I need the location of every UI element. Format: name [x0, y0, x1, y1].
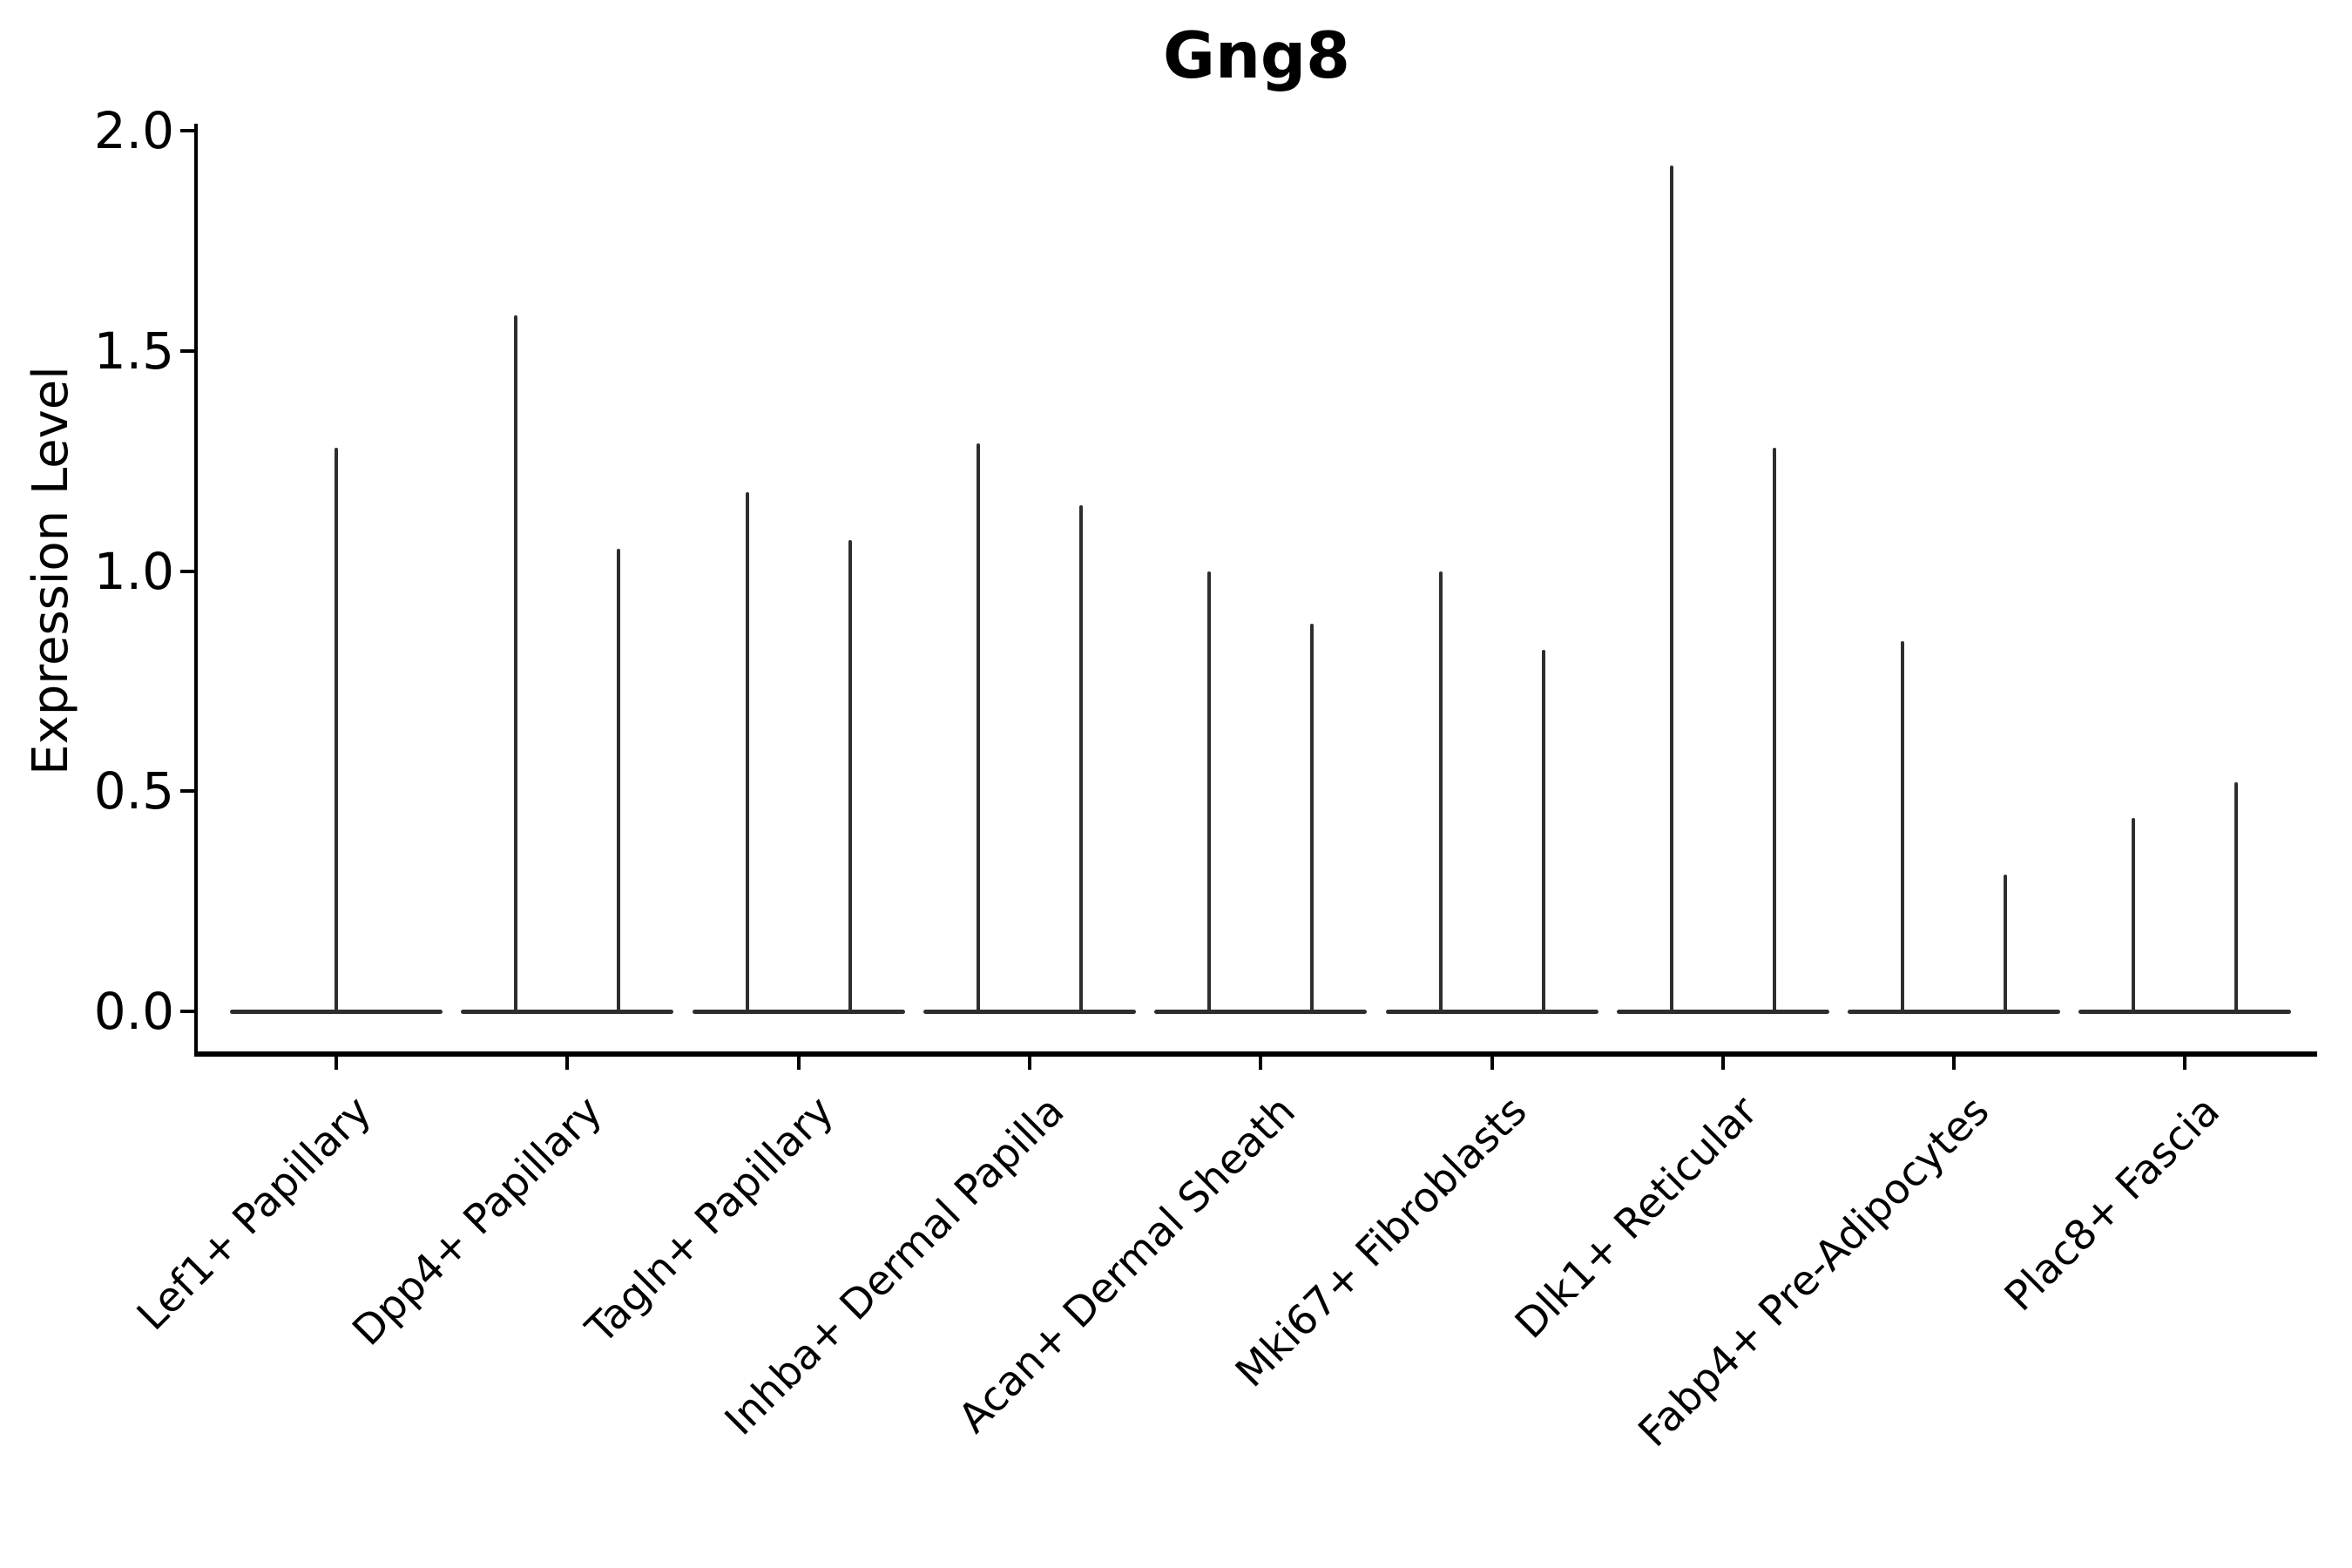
y-tick — [180, 129, 196, 132]
x-tick — [1952, 1057, 1957, 1070]
violin-needle — [1901, 641, 1905, 1011]
x-tick — [1490, 1057, 1494, 1070]
x-tick — [565, 1057, 570, 1070]
violin-baseline — [2078, 1009, 2292, 1014]
violin-needle — [745, 491, 749, 1011]
x-tick-label: Plac8+ Fascia — [1996, 1087, 2230, 1321]
violin-needle — [514, 315, 518, 1011]
violin-needle — [2234, 782, 2239, 1011]
x-tick — [796, 1057, 801, 1070]
violin-needle — [335, 447, 338, 1011]
violin-needle — [617, 549, 621, 1011]
violin-baseline — [461, 1009, 674, 1014]
violin-baseline — [1616, 1009, 1829, 1014]
violin-needle — [2132, 817, 2136, 1011]
y-axis-spine — [194, 124, 198, 1057]
violin-baseline — [923, 1009, 1136, 1014]
violin-needle — [848, 540, 852, 1011]
x-axis-spine — [194, 1051, 2317, 1057]
violin-needle — [976, 443, 980, 1011]
x-tick-label: Lef1+ Papillary — [127, 1087, 381, 1340]
chart-title: Gng8 — [1163, 19, 1350, 93]
y-tick — [180, 348, 196, 353]
violin-needle — [1541, 650, 1545, 1011]
y-tick-label: 0.5 — [93, 761, 174, 821]
violin-baseline — [692, 1009, 905, 1014]
y-tick-label: 0.0 — [93, 982, 174, 1041]
y-tick — [180, 789, 196, 794]
y-tick-label: 2.0 — [93, 101, 174, 160]
violin-baseline — [1385, 1009, 1598, 1014]
x-tick — [2183, 1057, 2187, 1070]
x-tick-label: Dpp4+ Papillary — [343, 1087, 612, 1355]
violin-baseline — [230, 1009, 443, 1014]
x-tick-label: Tagln+ Papillary — [577, 1087, 843, 1354]
x-tick — [1259, 1057, 1263, 1070]
x-tick — [335, 1057, 338, 1070]
violin-needle — [1310, 624, 1315, 1011]
violin-baseline — [1848, 1009, 2061, 1014]
violin-baseline — [1154, 1009, 1368, 1014]
y-tick-label: 1.5 — [93, 321, 174, 381]
violin-needle — [1438, 571, 1443, 1011]
x-tick — [1720, 1057, 1725, 1070]
violin-needle — [1207, 571, 1212, 1011]
violin-needle — [2004, 875, 2008, 1011]
violin-needle — [1669, 166, 1673, 1011]
y-tick — [180, 1010, 196, 1013]
y-tick-label: 1.0 — [93, 541, 174, 601]
violin-needle — [1772, 447, 1776, 1011]
violin-needle — [1078, 504, 1083, 1011]
x-tick — [1027, 1057, 1031, 1070]
y-tick — [180, 569, 196, 573]
x-tick-label: Dlk1+ Reticular — [1506, 1087, 1767, 1348]
